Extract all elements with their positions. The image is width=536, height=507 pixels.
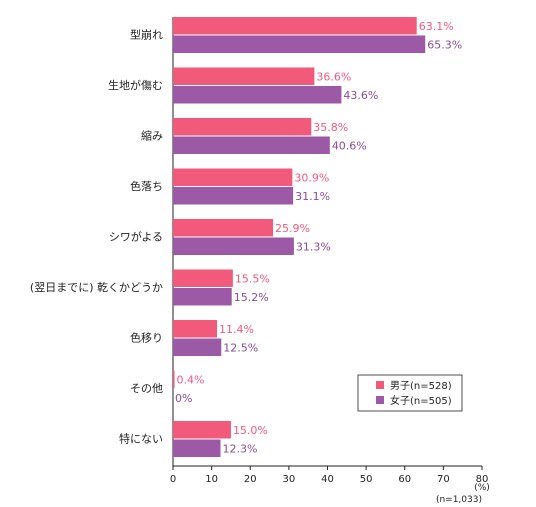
x-axis-unit-label: (%) (474, 483, 490, 493)
x-tick-label: 0 (170, 474, 176, 485)
bar-male (173, 421, 231, 439)
category-label: 縮み (141, 129, 163, 143)
bar-male (173, 17, 417, 35)
value-label-female: 65.3% (427, 39, 462, 52)
x-tick-label: 70 (437, 474, 450, 485)
bar-female (173, 86, 342, 104)
category-label: その他 (130, 382, 163, 395)
category-label: 型崩れ (130, 28, 163, 42)
bar-female (173, 338, 222, 356)
legend-swatch-female (376, 396, 384, 404)
bar-male (173, 269, 233, 287)
bar-male (173, 320, 218, 338)
legend-label-male: 男子(n=528) (390, 380, 452, 392)
value-label-male: 36.6% (316, 71, 351, 84)
bar-male (173, 219, 274, 237)
category-label: 生地が傷む (108, 78, 163, 92)
bar-male (173, 118, 312, 136)
value-label-female: 15.2% (234, 291, 269, 304)
category-label: (翌日までに) 乾くかどうか (30, 281, 163, 294)
value-label-female: 31.1% (295, 190, 330, 203)
legend-label-female: 女子(n=505) (390, 394, 452, 407)
value-label-female: 12.3% (223, 443, 258, 456)
category-label: 色移り (130, 331, 163, 345)
x-tick-label: 30 (283, 474, 296, 485)
bar-female (173, 237, 294, 255)
bar-female (173, 439, 221, 457)
category-label: 色落ち (130, 179, 163, 193)
value-label-male: 0.4% (177, 374, 205, 387)
value-label-female: 31.3% (296, 241, 331, 254)
bar-female (173, 288, 232, 306)
bar-male (173, 168, 293, 186)
bar-female (173, 35, 426, 53)
value-label-male: 15.5% (235, 273, 270, 286)
value-label-female: 40.6% (332, 140, 367, 153)
bar-female (173, 187, 294, 205)
bar-male (173, 67, 315, 85)
value-label-male: 30.9% (294, 172, 329, 185)
x-tick-label: 40 (321, 474, 334, 485)
sample-size-label: (n=1,033) (436, 495, 482, 505)
x-tick-label: 80 (476, 474, 489, 485)
category-label: シワがよる (109, 230, 163, 244)
bar-male (173, 370, 175, 388)
x-tick-label: 20 (244, 474, 257, 485)
value-label-female: 43.6% (343, 89, 378, 102)
x-tick-label: 50 (360, 474, 373, 485)
x-tick-label: 10 (205, 474, 218, 485)
legend-box (357, 374, 463, 412)
value-label-male: 15.0% (233, 424, 268, 437)
bar-female (173, 136, 330, 154)
value-label-male: 63.1% (419, 20, 454, 33)
value-label-male: 11.4% (219, 323, 254, 336)
x-tick-label: 60 (398, 474, 411, 485)
legend: 男子(n=528) 女子(n=505) (357, 374, 463, 412)
value-label-male: 25.9% (275, 222, 310, 235)
category-label: 特にない (119, 432, 163, 446)
value-label-female: 0% (175, 392, 192, 405)
value-label-male: 35.8% (313, 121, 348, 134)
value-label-female: 12.5% (223, 342, 258, 355)
legend-swatch-male (376, 381, 384, 389)
